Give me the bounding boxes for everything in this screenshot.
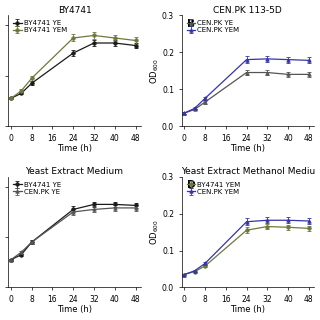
- Title: BY4741: BY4741: [58, 5, 92, 14]
- X-axis label: Time (h): Time (h): [230, 144, 265, 153]
- Legend: CEN.PK YE, CEN.PK YEM: CEN.PK YE, CEN.PK YEM: [185, 19, 240, 35]
- Text: D: D: [187, 180, 196, 190]
- Y-axis label: OD$_{600}$: OD$_{600}$: [148, 219, 161, 245]
- Y-axis label: OD$_{600}$: OD$_{600}$: [148, 58, 161, 84]
- X-axis label: Time (h): Time (h): [57, 144, 92, 153]
- X-axis label: Time (h): Time (h): [230, 306, 265, 315]
- Title: Yeast Extract Medium: Yeast Extract Medium: [26, 167, 124, 176]
- Legend: BY4741 YEM, CEN.PK YEM: BY4741 YEM, CEN.PK YEM: [185, 180, 242, 196]
- Title: CEN.PK 113-5D: CEN.PK 113-5D: [213, 5, 282, 14]
- Title: Yeast Extract Methanol Mediu: Yeast Extract Methanol Mediu: [181, 167, 315, 176]
- Legend: BY4741 YE, CEN.PK YE: BY4741 YE, CEN.PK YE: [12, 180, 62, 196]
- Legend: BY4741 YE, BY4741 YEM: BY4741 YE, BY4741 YEM: [12, 19, 68, 35]
- Text: B: B: [187, 19, 195, 29]
- X-axis label: Time (h): Time (h): [57, 306, 92, 315]
